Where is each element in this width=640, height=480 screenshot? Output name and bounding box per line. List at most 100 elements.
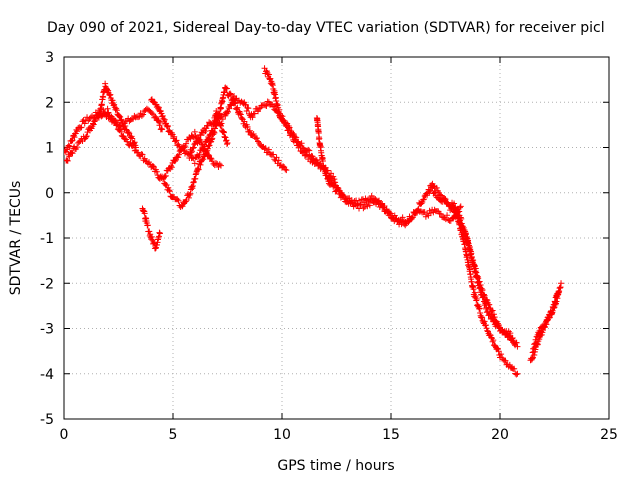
- data-point: [505, 333, 512, 340]
- data-point: [65, 142, 72, 149]
- data-point: [168, 162, 175, 169]
- data-point: [420, 196, 427, 203]
- data-point: [482, 300, 489, 307]
- axis-ticks: 0 5 10 15 20 25 -5 -4 -3 -2 -1 0 1 2 3: [40, 50, 618, 443]
- data-point: [444, 212, 451, 219]
- data-point: [376, 197, 383, 204]
- data-point: [554, 295, 561, 302]
- series-track-j: [322, 172, 521, 378]
- data-point: [207, 139, 214, 146]
- data-point: [388, 210, 394, 217]
- data-point: [409, 214, 416, 221]
- data-point: [286, 125, 293, 132]
- data-point: [206, 142, 213, 149]
- data-point: [486, 310, 493, 317]
- data-point: [186, 191, 193, 198]
- data-point: [549, 310, 556, 317]
- data-point: [209, 158, 216, 165]
- data-point: [208, 136, 215, 143]
- data-point: [255, 138, 262, 145]
- data-point: [156, 230, 163, 237]
- data-point: [83, 133, 90, 140]
- data-point: [288, 129, 295, 136]
- x-tick-label: 0: [60, 427, 69, 443]
- x-tick-label: 10: [273, 427, 291, 443]
- data-point: [472, 268, 479, 275]
- data-point: [381, 202, 388, 209]
- data-point: [418, 200, 425, 207]
- y-tick-label: 1: [45, 141, 54, 157]
- series-track-l: [449, 199, 517, 346]
- data-point: [393, 215, 400, 222]
- data-point: [220, 128, 227, 135]
- series-track-f: [161, 84, 290, 210]
- data-point: [118, 128, 125, 135]
- data-point: [234, 104, 241, 111]
- data-point: [68, 149, 75, 156]
- data-point: [431, 189, 438, 196]
- data-point: [456, 204, 463, 211]
- data-point: [104, 105, 111, 112]
- data-point: [241, 118, 248, 125]
- data-point: [157, 107, 164, 114]
- data-point: [283, 167, 290, 174]
- data-point: [256, 105, 263, 112]
- data-point: [195, 166, 202, 173]
- data-point: [111, 117, 118, 124]
- data-point: [433, 184, 440, 191]
- data-point: [282, 121, 289, 128]
- data-point: [474, 274, 481, 281]
- data-point: [558, 280, 565, 287]
- data-point: [264, 70, 271, 77]
- data-point: [481, 318, 488, 325]
- data-point: [280, 163, 287, 170]
- data-point: [513, 371, 520, 378]
- x-tick-label: 5: [169, 427, 178, 443]
- data-point: [160, 115, 167, 122]
- data-point: [216, 161, 223, 168]
- data-point: [430, 182, 437, 189]
- data-point: [251, 110, 258, 117]
- data-point: [457, 217, 464, 224]
- data-point: [171, 133, 178, 140]
- data-point: [175, 154, 182, 161]
- data-point: [275, 157, 282, 164]
- data-point: [209, 135, 216, 142]
- data-point: [125, 129, 132, 136]
- data-point: [164, 123, 171, 130]
- data-point: [164, 123, 171, 130]
- data-point: [285, 127, 292, 134]
- data-point: [306, 152, 313, 159]
- data-point: [543, 321, 550, 328]
- data-point: [154, 172, 161, 179]
- data-point: [197, 161, 204, 168]
- data-point: [508, 335, 515, 342]
- data-point: [152, 113, 159, 120]
- data-point: [107, 91, 114, 98]
- data-point: [495, 322, 502, 329]
- data-point: [357, 201, 364, 208]
- data-point: [441, 195, 448, 202]
- y-tick-label: 2: [45, 95, 54, 111]
- data-point: [173, 137, 180, 144]
- y-tick-label: -4: [40, 367, 54, 383]
- data-point: [198, 157, 205, 164]
- data-point: [332, 179, 339, 186]
- series-track-n: [529, 289, 562, 356]
- data-point: [130, 142, 137, 149]
- data-point: [223, 85, 230, 92]
- data-point: [265, 146, 272, 153]
- data-point: [529, 355, 536, 362]
- data-point: [470, 286, 477, 293]
- data-point: [159, 112, 166, 119]
- data-point: [273, 154, 280, 161]
- data-point: [118, 116, 125, 123]
- data-point: [270, 103, 277, 110]
- data-point: [263, 103, 270, 110]
- data-point: [81, 120, 88, 127]
- data-point: [237, 110, 244, 117]
- data-point: [455, 208, 462, 215]
- data-point: [366, 202, 373, 209]
- data-point: [196, 136, 203, 143]
